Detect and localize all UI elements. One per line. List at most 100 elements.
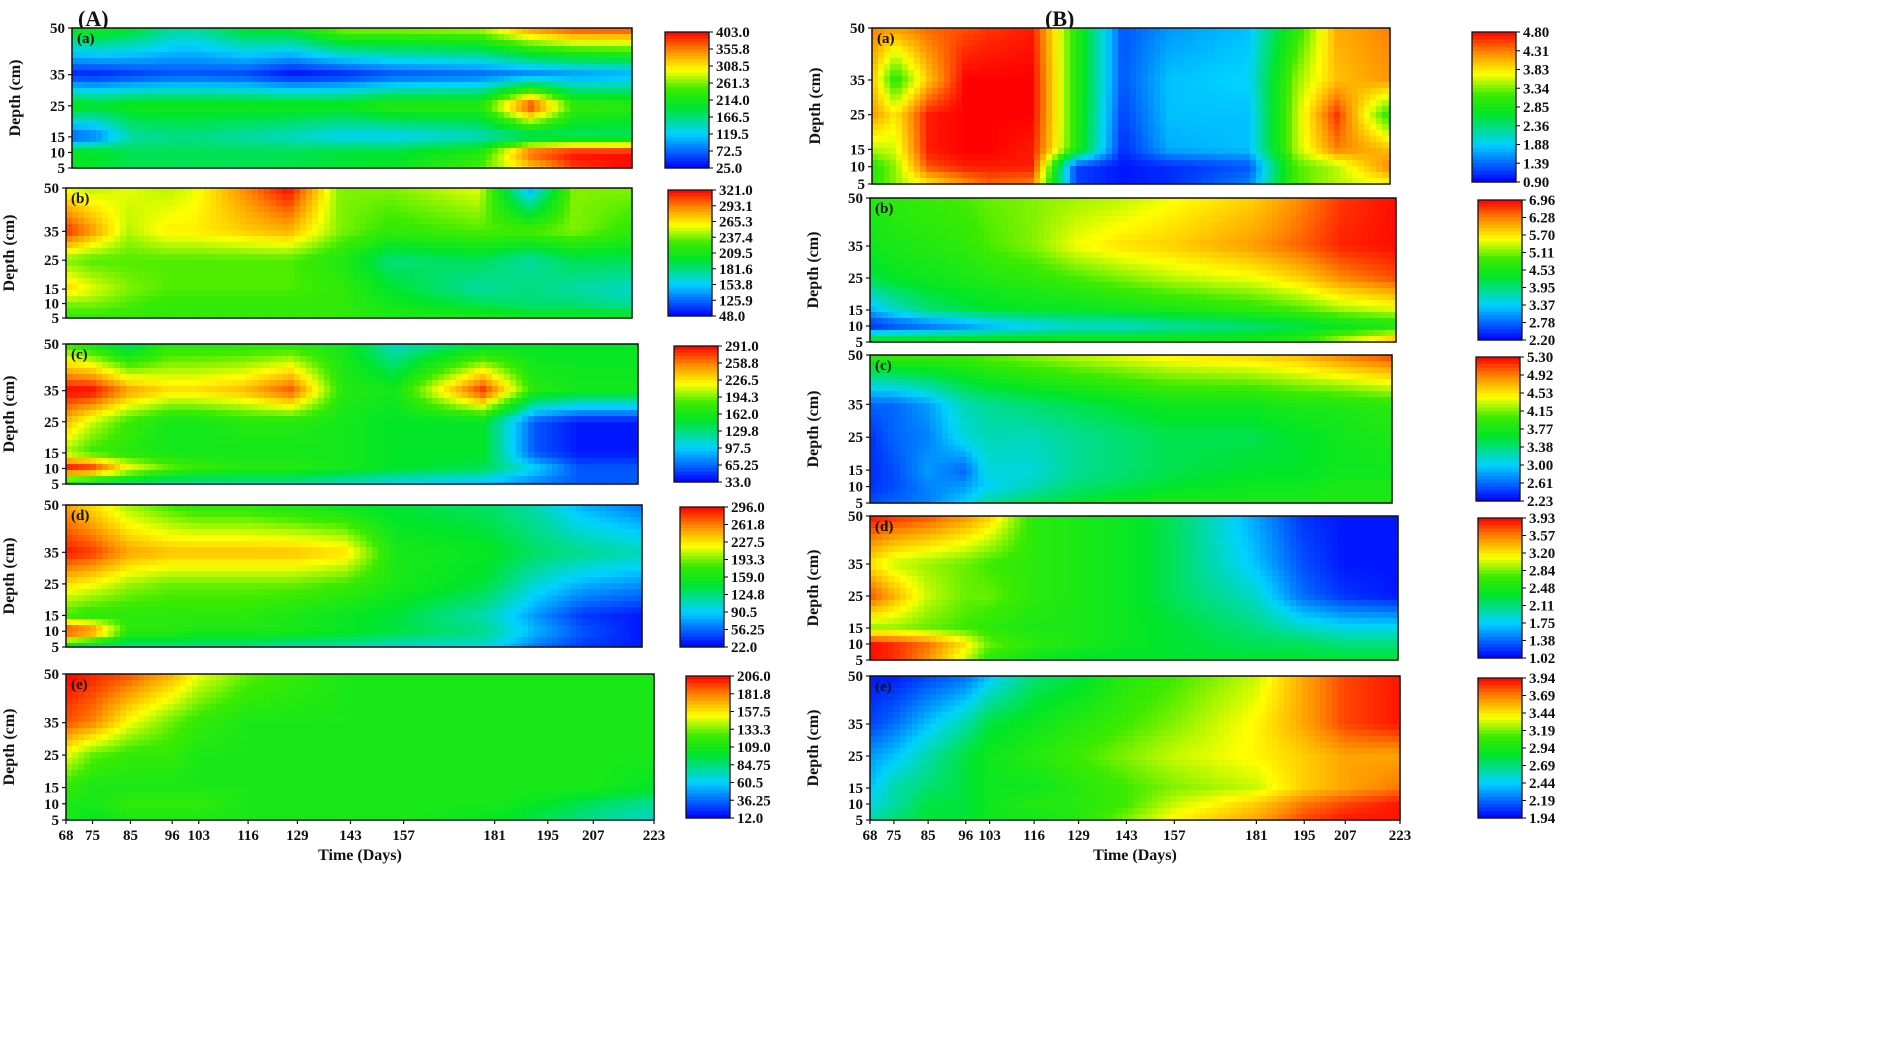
heat-cell — [174, 200, 181, 207]
heat-cell — [420, 40, 427, 47]
heat-cell — [342, 224, 349, 231]
heat-cell — [300, 100, 307, 107]
heat-cell — [378, 130, 385, 137]
heat-cell — [114, 28, 121, 35]
heat-cell — [612, 88, 619, 95]
heat-cell — [222, 350, 229, 357]
heat-cell — [180, 76, 187, 83]
heat-cell — [186, 260, 193, 267]
heat-cell — [390, 94, 397, 101]
heat-cell — [84, 368, 91, 375]
heat-cell — [204, 212, 211, 219]
heat-cell — [432, 248, 439, 255]
heat-cell — [474, 100, 481, 107]
heat-cell — [114, 218, 121, 225]
heat-cell — [420, 278, 427, 285]
heat-cell — [468, 260, 475, 267]
heat-cell — [144, 188, 151, 195]
heat-cell — [72, 76, 79, 83]
heat-cell — [138, 242, 145, 249]
heat-cell — [600, 224, 607, 231]
heat-cell — [462, 308, 469, 315]
heat-cell — [372, 194, 379, 201]
heat-cell — [144, 142, 151, 149]
heat-cell — [204, 206, 211, 213]
heat-cell — [504, 248, 511, 255]
heat-cell — [168, 34, 175, 41]
heat-cell — [612, 248, 619, 255]
heat-cell — [612, 148, 619, 155]
heat-cell — [486, 368, 493, 375]
heat-cell — [90, 82, 97, 89]
heat-cell — [306, 52, 313, 59]
heat-cell — [414, 142, 421, 149]
heat-cell — [240, 130, 247, 137]
heat-cell — [132, 254, 139, 261]
heat-cell — [540, 230, 547, 237]
heat-cell — [444, 130, 451, 137]
heat-cell — [174, 356, 181, 363]
heat-cell — [180, 194, 187, 201]
heat-cell — [438, 194, 445, 201]
heat-cell — [234, 100, 241, 107]
heat-cell — [414, 242, 421, 249]
heat-cell — [522, 266, 529, 273]
heat-cell — [78, 200, 85, 207]
heat-cell — [258, 136, 265, 143]
heat-cell — [174, 154, 181, 161]
heat-cell — [438, 100, 445, 107]
heat-cell — [540, 100, 547, 107]
colorbar-band — [665, 106, 709, 111]
heat-cell — [594, 362, 601, 369]
heat-cell — [294, 76, 301, 83]
heat-cell — [438, 356, 445, 363]
heat-cell — [612, 52, 619, 59]
heat-cell — [102, 362, 109, 369]
heat-cell — [450, 260, 457, 267]
heat-cell — [228, 52, 235, 59]
heat-cell — [528, 40, 535, 47]
heat-cell — [168, 100, 175, 107]
heat-cell — [366, 356, 373, 363]
heat-cell — [102, 236, 109, 243]
heat-cell — [498, 368, 505, 375]
heat-cell — [312, 296, 319, 303]
heat-cell — [138, 248, 145, 255]
heat-cell — [204, 70, 211, 77]
heat-cell — [474, 76, 481, 83]
heat-cell — [402, 284, 409, 291]
heat-cell — [306, 70, 313, 77]
heat-cell — [234, 344, 241, 351]
heat-cell — [162, 142, 169, 149]
heat-cell — [390, 188, 397, 195]
heat-cell — [474, 242, 481, 249]
heat-cell — [168, 260, 175, 267]
heat-cell — [300, 314, 307, 319]
heat-cell — [486, 34, 493, 41]
heat-cell — [318, 52, 325, 59]
heat-cell — [348, 52, 355, 59]
heat-cell — [288, 260, 295, 267]
heat-cell — [360, 362, 367, 369]
colorbar-band — [668, 265, 712, 270]
heat-cell — [534, 100, 541, 107]
heat-cell — [294, 296, 301, 303]
heat-cell — [528, 136, 535, 143]
heat-cell — [378, 206, 385, 213]
heat-cell — [606, 236, 613, 243]
heat-cell — [594, 302, 601, 309]
heat-cell — [102, 266, 109, 273]
heat-cell — [474, 200, 481, 207]
heat-cell — [132, 272, 139, 279]
heat-cell — [414, 272, 421, 279]
heat-cell — [408, 308, 415, 315]
heat-cell — [282, 46, 289, 53]
heat-cell — [354, 236, 361, 243]
heat-cell — [276, 70, 283, 77]
heat-cell — [390, 130, 397, 137]
heat-cell — [474, 40, 481, 47]
heat-cell — [84, 302, 91, 309]
heat-cell — [270, 194, 277, 201]
heat-cell — [546, 308, 553, 315]
heat-cell — [588, 142, 595, 149]
